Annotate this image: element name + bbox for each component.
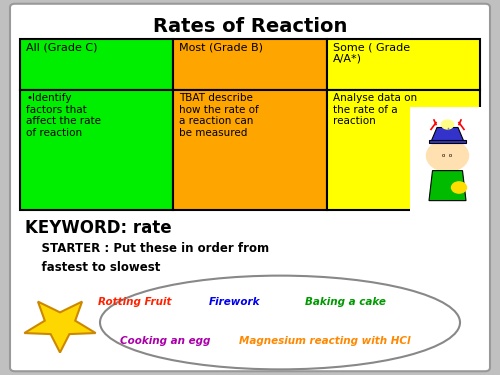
- Bar: [429, 140, 466, 143]
- Bar: [410, 107, 482, 219]
- Bar: [174, 39, 326, 90]
- Circle shape: [452, 182, 466, 193]
- Text: Cooking an egg: Cooking an egg: [120, 336, 210, 346]
- Polygon shape: [24, 302, 96, 352]
- Text: •Identify
factors that
affect the rate
of reaction: •Identify factors that affect the rate o…: [26, 93, 101, 138]
- Polygon shape: [431, 128, 464, 142]
- Circle shape: [426, 140, 469, 171]
- FancyBboxPatch shape: [10, 4, 490, 371]
- Circle shape: [442, 120, 454, 129]
- Bar: [20, 90, 174, 210]
- Ellipse shape: [100, 276, 460, 369]
- Text: fastest to slowest: fastest to slowest: [25, 261, 160, 274]
- Text: Firework: Firework: [209, 297, 261, 307]
- Text: o  o: o o: [442, 153, 452, 158]
- Text: Rates of Reaction: Rates of Reaction: [153, 17, 347, 36]
- Text: All (Grade C): All (Grade C): [26, 42, 98, 52]
- Bar: [174, 90, 326, 210]
- Text: STARTER : Put these in order from: STARTER : Put these in order from: [25, 242, 269, 255]
- Bar: [326, 39, 480, 90]
- Bar: [326, 90, 480, 210]
- Text: KEYWORD: rate: KEYWORD: rate: [25, 219, 172, 237]
- Text: Baking a cake: Baking a cake: [304, 297, 386, 307]
- Text: Magnesium reacting with HCl: Magnesium reacting with HCl: [240, 336, 411, 346]
- Text: Some ( Grade
A/A*): Some ( Grade A/A*): [332, 42, 410, 64]
- Text: Analyse data on
the rate of a
reaction: Analyse data on the rate of a reaction: [332, 93, 417, 126]
- Bar: [20, 39, 174, 90]
- Text: TBAT describe
how the rate of
a reaction can
be measured: TBAT describe how the rate of a reaction…: [180, 93, 259, 138]
- Polygon shape: [429, 171, 466, 201]
- Text: Most (Grade B): Most (Grade B): [180, 42, 264, 52]
- Text: Rotting Fruit: Rotting Fruit: [98, 297, 172, 307]
